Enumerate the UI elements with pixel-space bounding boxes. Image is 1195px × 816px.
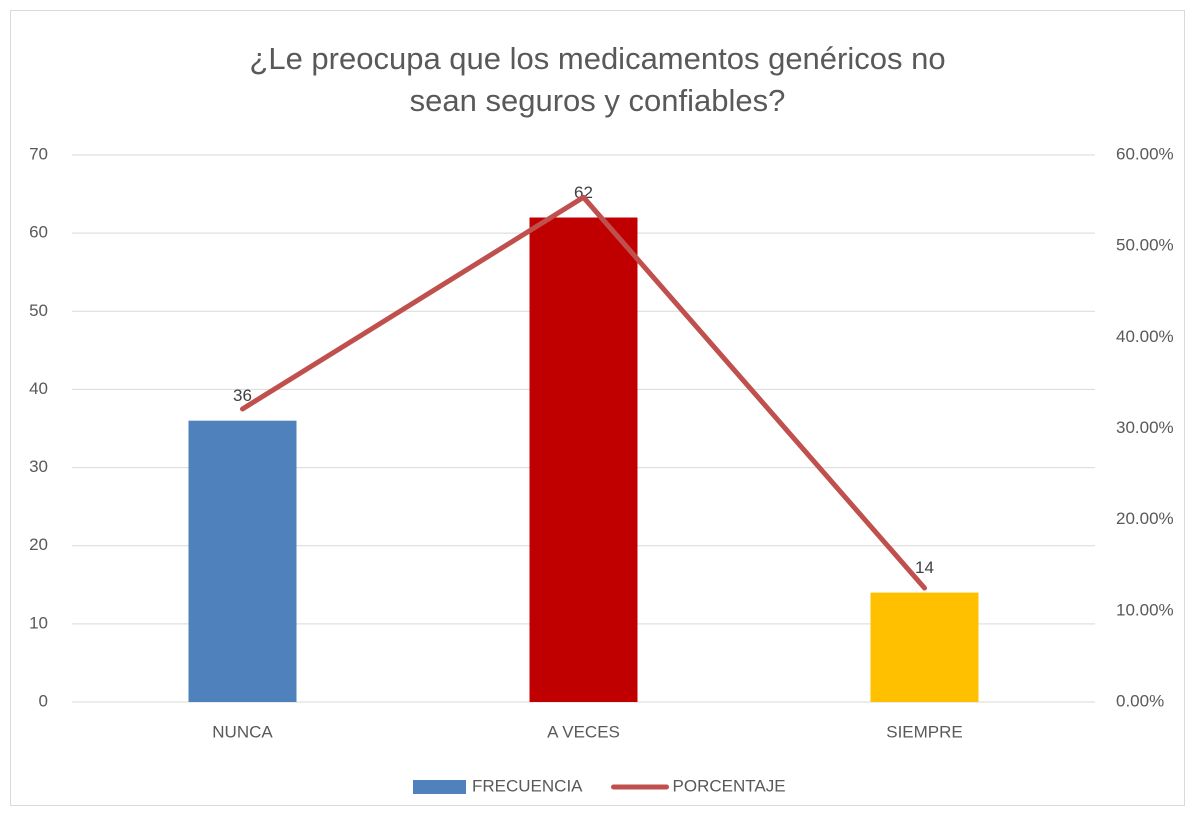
bar bbox=[188, 420, 297, 702]
y2-tick-label: 50.00% bbox=[1116, 236, 1174, 255]
x-tick-label: SIEMPRE bbox=[886, 722, 963, 741]
data-label: 36 bbox=[233, 386, 252, 405]
bar bbox=[529, 217, 638, 702]
y2-tick-label: 0.00% bbox=[1116, 691, 1164, 710]
data-label: 14 bbox=[915, 558, 934, 577]
bar bbox=[870, 592, 979, 702]
legend-swatch bbox=[413, 780, 466, 794]
y-tick-label: 30 bbox=[29, 457, 48, 476]
y2-tick-label: 10.00% bbox=[1116, 600, 1174, 619]
y-tick-label: 40 bbox=[29, 379, 48, 398]
y-tick-label: 50 bbox=[29, 301, 48, 320]
y-tick-label: 0 bbox=[39, 691, 48, 710]
y-tick-label: 20 bbox=[29, 535, 48, 554]
y2-tick-label: 20.00% bbox=[1116, 509, 1174, 528]
y-tick-label: 10 bbox=[29, 613, 48, 632]
y2-tick-label: 40.00% bbox=[1116, 327, 1174, 346]
legend-label: PORCENTAJE bbox=[673, 776, 786, 795]
x-tick-label: A VECES bbox=[547, 722, 620, 741]
y-tick-label: 70 bbox=[29, 144, 48, 163]
line bbox=[240, 194, 927, 591]
chart-title-box: ¿Le preocupa que los medicamentos genéri… bbox=[0, 38, 1195, 122]
chart-title: ¿Le preocupa que los medicamentos genéri… bbox=[249, 41, 946, 118]
data-label: 62 bbox=[574, 183, 593, 202]
y2-tick-label: 60.00% bbox=[1116, 144, 1174, 163]
legend-label: FRECUENCIA bbox=[472, 776, 583, 795]
y2-tick-label: 30.00% bbox=[1116, 418, 1174, 437]
x-tick-label: NUNCA bbox=[212, 722, 273, 741]
y-tick-label: 60 bbox=[29, 223, 48, 242]
